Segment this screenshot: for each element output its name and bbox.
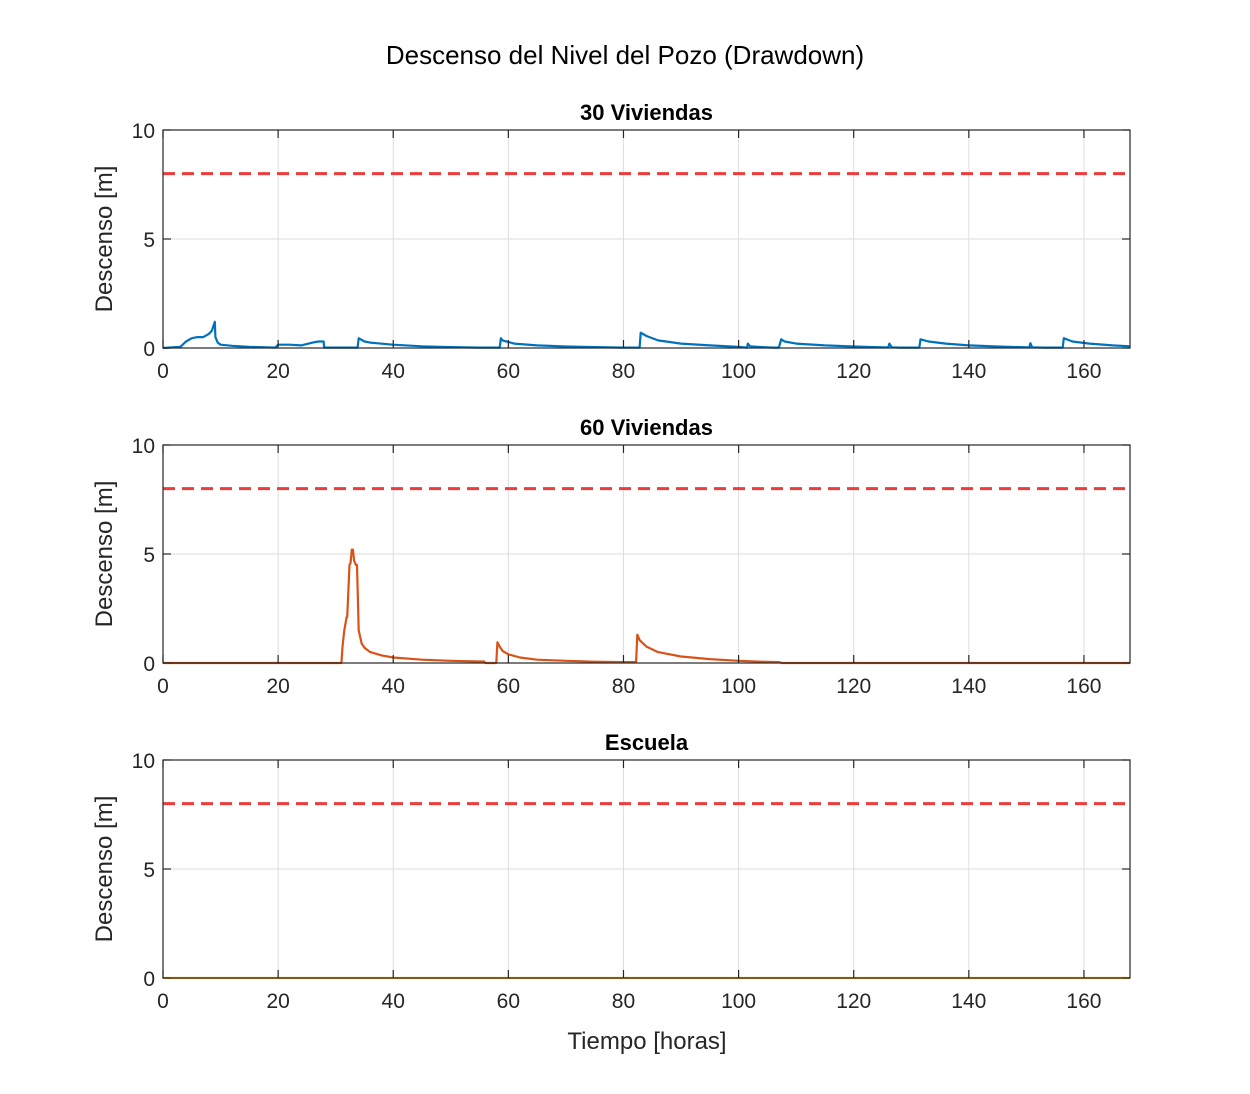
subplot-1: 0 20 40 60 80 100 120 140 160 0 5 10 30 Viviendas Des… <box>91 100 1131 383</box>
x-tick-label: 20 <box>266 990 289 1013</box>
x-tick-label: 100 <box>721 360 756 383</box>
subplot-title: Escuela <box>605 730 689 755</box>
y-axis-label: Descenso [m] <box>91 796 118 943</box>
series-line-2 <box>163 548 1130 665</box>
x-tick-label: 60 <box>497 990 520 1013</box>
x-tick-label: 20 <box>266 675 289 698</box>
x-tick-label: 160 <box>1066 360 1101 383</box>
x-tick-label: 140 <box>951 990 986 1013</box>
y-tick-label: 0 <box>143 653 155 676</box>
subplot-2: 0 20 40 60 80 100 120 140 160 0 5 10 60 Viviendas Des… <box>91 415 1131 698</box>
x-tick-label: 160 <box>1066 990 1101 1013</box>
x-tick-label: 60 <box>497 360 520 383</box>
x-tick-label: 100 <box>721 675 756 698</box>
x-tick-label: 120 <box>836 675 871 698</box>
y-tick-label: 0 <box>143 338 155 361</box>
x-tick-label: 0 <box>157 675 169 698</box>
subplot-title: 60 Viviendas <box>580 415 713 440</box>
x-axis-label: Tiempo [horas] <box>567 1028 726 1055</box>
y-tick-label: 10 <box>132 750 155 773</box>
y-tick-label: 10 <box>132 120 155 143</box>
x-tick-label: 80 <box>612 675 635 698</box>
x-tick-label: 140 <box>951 675 986 698</box>
y-tick-label: 0 <box>143 968 155 991</box>
x-tick-label: 80 <box>612 360 635 383</box>
x-tick-label: 80 <box>612 990 635 1013</box>
y-axis-label: Descenso [m] <box>91 166 118 313</box>
subplot-3: 0 20 40 60 80 100 120 140 160 0 5 10 Escuela Descenso… <box>91 730 1131 1013</box>
x-tick-label: 60 <box>497 675 520 698</box>
x-tick-label: 40 <box>382 675 405 698</box>
x-tick-label: 120 <box>836 990 871 1013</box>
x-tick-label: 0 <box>157 360 169 383</box>
y-tick-label: 5 <box>143 229 155 252</box>
y-axis-label: Descenso [m] <box>91 481 118 628</box>
x-tick-label: 140 <box>951 360 986 383</box>
subplot-title: 30 Viviendas <box>580 100 713 125</box>
y-tick-label: 10 <box>132 435 155 458</box>
figure-title: Descenso del Nivel del Pozo (Drawdown) <box>386 40 864 70</box>
x-tick-label: 100 <box>721 990 756 1013</box>
x-tick-label: 0 <box>157 990 169 1013</box>
y-tick-label: 5 <box>143 859 155 882</box>
x-tick-label: 40 <box>382 990 405 1013</box>
x-tick-label: 20 <box>266 360 289 383</box>
x-tick-label: 160 <box>1066 675 1101 698</box>
x-tick-label: 40 <box>382 360 405 383</box>
x-tick-label: 120 <box>836 360 871 383</box>
y-tick-label: 5 <box>143 544 155 567</box>
